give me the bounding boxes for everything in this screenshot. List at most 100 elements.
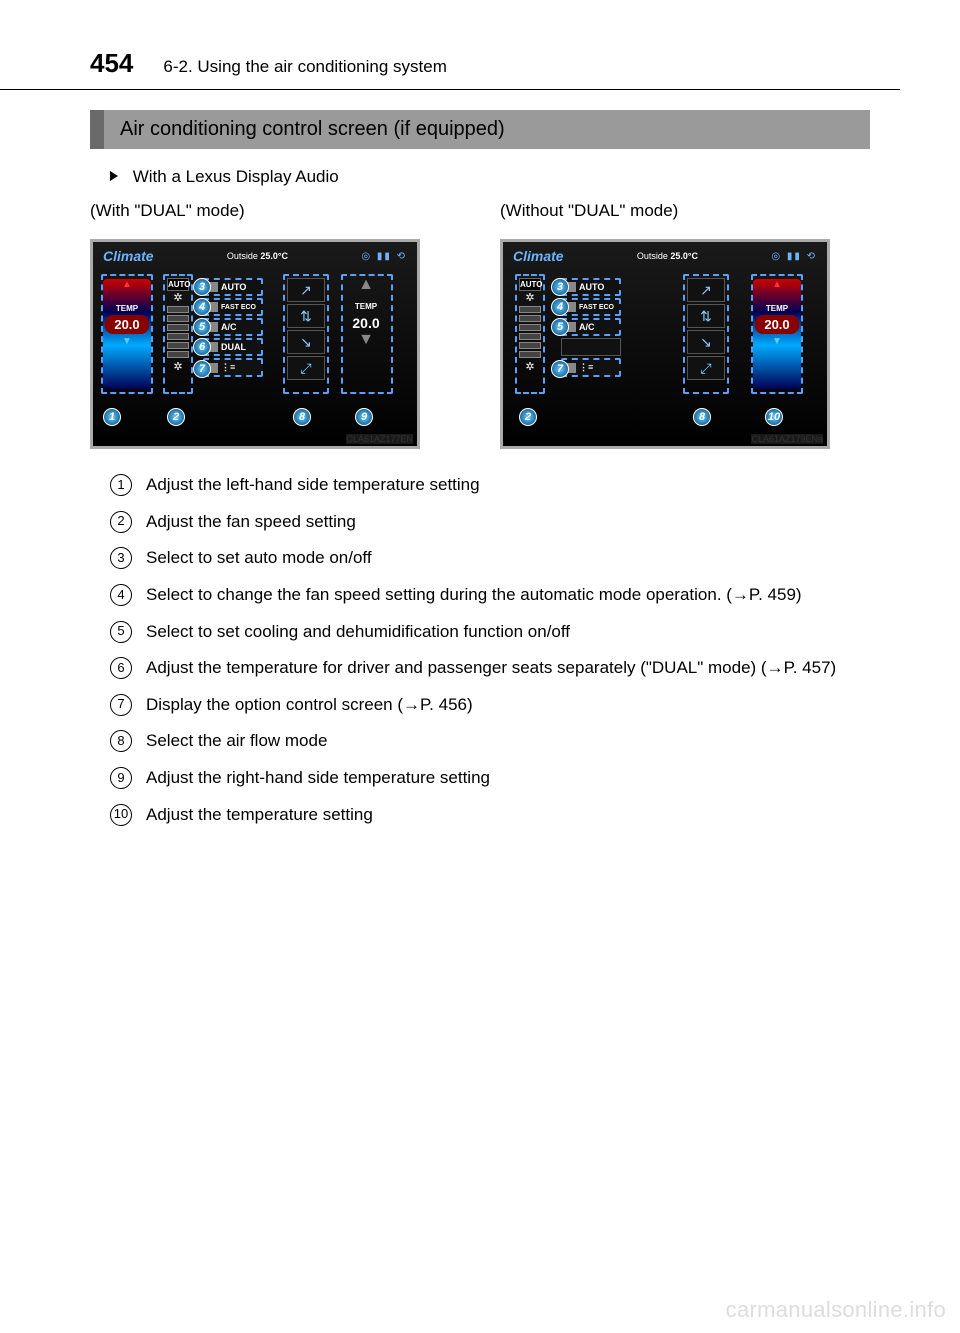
item-text: Select to set cooling and dehumidificati… — [146, 620, 570, 645]
arrow-down-icon: ▼ — [343, 331, 389, 349]
temp-label: TEMP — [753, 304, 801, 313]
right-temp-box: ▲ TEMP 20.0 ▼ — [343, 276, 389, 349]
outside-temp: Outside 25.0°C — [227, 251, 288, 261]
screen-title: Climate — [103, 248, 154, 264]
list-item: 10 Adjust the temperature setting — [110, 803, 870, 828]
mode-row: (With "DUAL" mode) Climate Outside 25.0°… — [90, 201, 870, 449]
subhead-text: With a Lexus Display Audio — [133, 167, 339, 186]
arrow-down-icon: ▼ — [753, 336, 801, 347]
left-temp-region: ▲ TEMP 20.0 ▼ — [101, 274, 153, 394]
page-content: Air conditioning control screen (if equi… — [0, 90, 960, 827]
section-title-bar: Air conditioning control screen (if equi… — [90, 110, 870, 149]
item-number-icon: 1 — [110, 474, 132, 496]
callout-5: 5 — [551, 318, 569, 336]
item-text: Display the option control screen (→P. 4… — [146, 693, 473, 718]
airflow-bilevel-icon: ⇅ — [287, 304, 325, 328]
outside-temp: Outside 25.0°C — [637, 251, 698, 261]
bullet-triangle-icon — [110, 171, 118, 181]
list-item: 9 Adjust the right-hand side temperature… — [110, 766, 870, 791]
fan-icon: ✲ — [167, 291, 189, 304]
callout-8: 8 — [693, 408, 711, 426]
page-header: 454 6-2. Using the air conditioning syst… — [0, 0, 900, 90]
left-temp-box: ▲ TEMP 20.0 ▼ — [103, 279, 151, 389]
item-number-icon: 5 — [110, 621, 132, 643]
item-number-icon: 3 — [110, 547, 132, 569]
dual-label: (With "DUAL" mode) — [90, 201, 460, 221]
list-item: 2 Adjust the fan speed setting — [110, 510, 870, 535]
airflow-foot-icon: ↘ — [287, 330, 325, 354]
watermark: carmanualsonline.info — [726, 1297, 946, 1323]
item-number-icon: 6 — [110, 657, 132, 679]
auto-label: AUTO — [167, 278, 189, 291]
nodual-label: (Without "DUAL" mode) — [500, 201, 870, 221]
callout-7: 7 — [193, 360, 211, 378]
page-number: 454 — [90, 48, 133, 79]
airflow-bilevel-icon: ⇅ — [687, 304, 725, 328]
status-icons: ◎ ▮▮ ⟲ — [361, 251, 407, 262]
auto-label: AUTO — [519, 278, 541, 291]
callout-5: 5 — [193, 318, 211, 336]
item-number-icon: 4 — [110, 584, 132, 606]
arrow-up-icon: ▲ — [753, 279, 801, 290]
callout-2: 2 — [167, 408, 185, 426]
airflow-foot-icon: ↘ — [687, 330, 725, 354]
callout-4: 4 — [193, 298, 211, 316]
fan-icon: ✲ — [167, 360, 189, 373]
right-temp-region: ▲ TEMP 20.0 ▼ — [341, 274, 393, 394]
callout-9: 9 — [355, 408, 373, 426]
arrow-up-icon: ▲ — [103, 279, 151, 290]
temp-box: ▲ TEMP 20.0 ▼ — [753, 279, 801, 389]
callout-10: 10 — [765, 408, 783, 426]
temp-value: 20.0 — [755, 315, 799, 334]
nodual-screenshot: Climate Outside 25.0°C ◎ ▮▮ ⟲ AUTO ✲ ✲ — [500, 239, 830, 449]
fan-region: AUTO ✲ ✲ — [515, 274, 545, 394]
image-caption: CLA61AZ179ENa — [751, 434, 823, 444]
list-item: 5 Select to set cooling and dehumidifica… — [110, 620, 870, 645]
list-item: 1 Adjust the left-hand side temperature … — [110, 473, 870, 498]
item-text: Adjust the fan speed setting — [146, 510, 356, 535]
airflow-defrost-icon: ⤢ — [287, 356, 325, 380]
options-list: AUTO FAST ECO A/C DUAL ⋮≡ — [203, 278, 263, 379]
list-item: 8 Select the air flow mode — [110, 729, 870, 754]
temp-region: ▲ TEMP 20.0 ▼ — [751, 274, 803, 394]
status-icons: ◎ ▮▮ ⟲ — [771, 251, 817, 262]
airflow-defrost-icon: ⤢ — [687, 356, 725, 380]
screen-title: Climate — [513, 248, 564, 264]
list-item: 6 Adjust the temperature for driver and … — [110, 656, 870, 681]
item-number-icon: 7 — [110, 694, 132, 716]
list-item: 3 Select to set auto mode on/off — [110, 546, 870, 571]
screen-body: AUTO ✲ ✲ AUTO FAST ECO A/C ⋮≡ — [503, 268, 827, 446]
fan-icon: ✲ — [519, 360, 541, 373]
item-number-icon: 9 — [110, 767, 132, 789]
item-text: Adjust the temperature for driver and pa… — [146, 656, 836, 681]
arrow-up-icon: ▲ — [343, 276, 389, 294]
temp-value: 20.0 — [343, 315, 389, 331]
item-number-icon: 10 — [110, 804, 132, 826]
item-number-icon: 2 — [110, 511, 132, 533]
callout-6: 6 — [193, 338, 211, 356]
fan-region: AUTO ✲ ✲ — [163, 274, 193, 394]
temp-label: TEMP — [343, 302, 389, 311]
nodual-column: (Without "DUAL" mode) Climate Outside 25… — [500, 201, 870, 449]
airflow-region: ↗ ⇅ ↘ ⤢ — [683, 274, 729, 394]
screen-header: Climate Outside 25.0°C ◎ ▮▮ ⟲ — [503, 242, 827, 266]
numbered-list: 1 Adjust the left-hand side temperature … — [90, 473, 870, 827]
callout-2: 2 — [519, 408, 537, 426]
item-text: Adjust the temperature setting — [146, 803, 373, 828]
item-number-icon: 8 — [110, 730, 132, 752]
airflow-face-icon: ↗ — [687, 278, 725, 302]
callout-1: 1 — [103, 408, 121, 426]
screen-body: ▲ TEMP 20.0 ▼ AUTO ✲ ✲ — [93, 268, 417, 446]
fan-icon: ✲ — [519, 291, 541, 304]
callout-4: 4 — [551, 298, 569, 316]
callout-3: 3 — [193, 278, 211, 296]
item-text: Adjust the left-hand side temperature se… — [146, 473, 480, 498]
item-text: Adjust the right-hand side temperature s… — [146, 766, 490, 791]
item-text: Select the air flow mode — [146, 729, 327, 754]
list-item: 7 Display the option control screen (→P.… — [110, 693, 870, 718]
section-label: 6-2. Using the air conditioning system — [163, 57, 446, 77]
options-list: AUTO FAST ECO A/C ⋮≡ — [561, 278, 621, 379]
airflow-region: ↗ ⇅ ↘ ⤢ — [283, 274, 329, 394]
temp-label: TEMP — [103, 304, 151, 313]
item-text: Select to change the fan speed setting d… — [146, 583, 802, 608]
